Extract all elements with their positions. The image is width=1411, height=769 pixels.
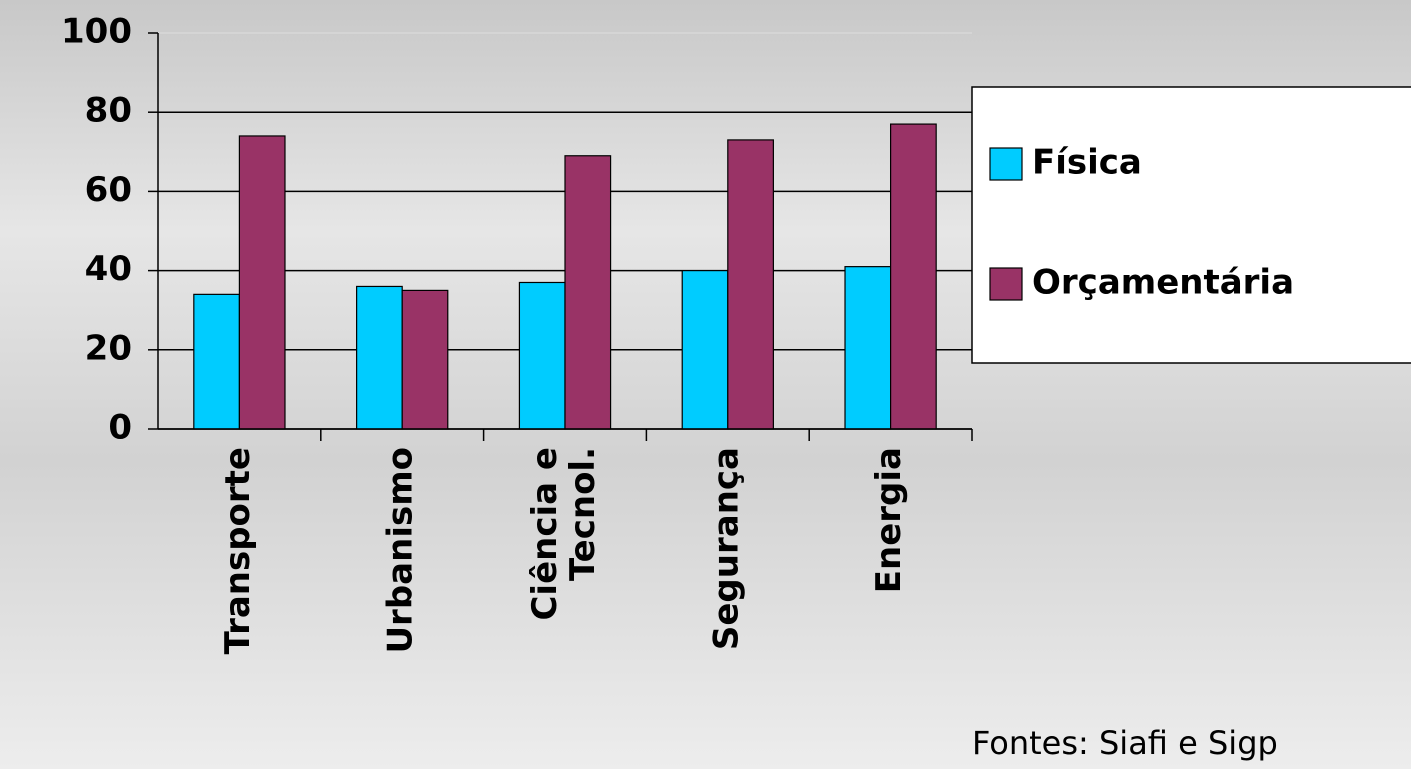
bar [564, 155, 612, 430]
x-tick-label: Ciência eTecnol. [525, 447, 603, 621]
x-tick-label-line: Ciência e [525, 447, 565, 621]
y-tick-label: 80 [85, 91, 132, 131]
bar [844, 266, 892, 430]
x-tick-label: Segurança [706, 447, 746, 650]
legend-swatch [989, 147, 1023, 181]
x-tick-label: Urbanismo [381, 447, 421, 654]
legend-box [971, 86, 1411, 364]
bar [356, 285, 403, 430]
legend-label: Orçamentária [1032, 263, 1294, 303]
y-tick-label: 20 [85, 328, 132, 368]
x-tick-label: Transporte [218, 447, 258, 654]
bar [727, 139, 774, 430]
x-tick-label: Energia [869, 447, 909, 593]
y-tick-label: 0 [108, 408, 132, 448]
source-note: Fontes: Siafi e Sigp [972, 724, 1278, 762]
legend-swatch [989, 267, 1023, 301]
bar [238, 135, 286, 430]
bar [518, 281, 566, 430]
y-tick-label: 40 [85, 249, 132, 289]
bar [193, 293, 240, 430]
x-tick-label-line: Tecnol. [563, 447, 603, 581]
legend-label: Física [1032, 143, 1142, 183]
bar [681, 270, 729, 430]
bar [889, 123, 937, 430]
bar [401, 289, 449, 430]
y-tick-label: 60 [85, 170, 132, 210]
y-tick-label: 100 [61, 12, 132, 52]
